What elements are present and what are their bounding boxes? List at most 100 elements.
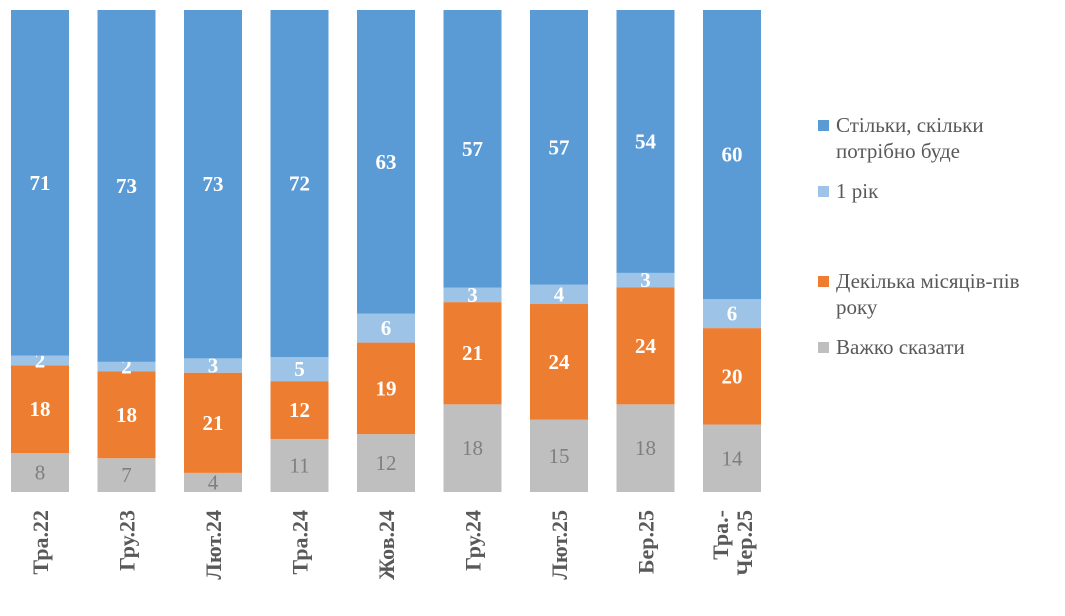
bar-segment-few-months	[530, 304, 588, 420]
x-tick-label-line: Чер.25	[732, 510, 757, 576]
data-label-hard-to-say: 12	[376, 451, 397, 475]
x-tick-label-line: Тра.-	[708, 510, 733, 560]
x-tick-label: Гру.24	[461, 510, 486, 571]
x-tick-label: Тра.22	[28, 510, 53, 575]
bar-segment-few-months	[616, 287, 675, 405]
data-label-hard-to-say: 4	[208, 470, 219, 494]
bar-segment-as-long-as-needed	[616, 10, 675, 273]
data-label-hard-to-say: 8	[35, 461, 46, 485]
bar-segment-one-year	[530, 284, 588, 305]
legend-label: Декілька місяців-пів	[836, 269, 1020, 293]
bar-segment-few-months	[443, 302, 502, 405]
bar-segment-hard-to-say	[443, 404, 502, 492]
bar-segment-as-long-as-needed	[11, 10, 69, 356]
data-label-one-year: 3	[467, 283, 478, 307]
bar-segment-few-months	[97, 371, 156, 459]
bar-segment-as-long-as-needed	[443, 10, 502, 288]
legend-label: року	[836, 295, 878, 319]
bar-segment-as-long-as-needed	[97, 10, 156, 362]
legend-item-few-months: Декілька місяців-пів року	[818, 268, 1058, 320]
legend-swatch-icon	[818, 186, 829, 197]
bar-segment-one-year	[270, 357, 329, 382]
data-label-few-months: 18	[30, 397, 51, 421]
bar-segment-one-year	[11, 355, 69, 366]
x-tick-label: Бер.25	[634, 510, 659, 574]
legend-item-hard-to-say: Важко сказати	[818, 334, 1058, 360]
x-tick-label: Тра.-Чер.25	[708, 510, 757, 576]
bar-segment-few-months	[703, 328, 761, 425]
bar-segment-as-long-as-needed	[357, 10, 415, 314]
bar-segment-few-months	[357, 342, 415, 435]
bar-segment-one-year	[703, 299, 761, 329]
x-tick-label: Тра.24	[288, 510, 313, 575]
x-tick-label: Лют.24	[201, 510, 226, 580]
legend-item-one-year: 1 рік	[818, 178, 1058, 204]
bar-segment-as-long-as-needed	[270, 10, 329, 358]
data-label-one-year: 3	[208, 354, 219, 378]
bar-segment-one-year	[357, 313, 415, 343]
data-label-few-months: 20	[722, 364, 743, 388]
data-label-few-months: 18	[116, 403, 137, 427]
x-tick-label-line: Лют.25	[547, 510, 572, 580]
bar-segment-hard-to-say	[530, 419, 588, 492]
data-label-as-long-as-needed: 63	[376, 150, 397, 174]
bar-segment-hard-to-say	[270, 438, 329, 492]
data-label-few-months: 24	[549, 350, 571, 374]
bar-segment-as-long-as-needed	[184, 10, 242, 359]
data-label-hard-to-say: 18	[635, 436, 656, 460]
data-label-as-long-as-needed: 60	[722, 143, 743, 167]
x-tick-label: Жов.24	[374, 510, 399, 580]
bar-segment-hard-to-say	[616, 404, 675, 492]
legend-label: потрібно буде	[836, 139, 960, 163]
data-label-few-months: 19	[376, 376, 397, 400]
data-label-one-year: 2	[35, 349, 46, 373]
x-tick-label-line: Тра.22	[28, 510, 53, 575]
data-label-one-year: 5	[294, 357, 305, 381]
data-label-as-long-as-needed: 71	[30, 171, 51, 195]
bar-segment-one-year	[443, 287, 502, 303]
data-label-one-year: 4	[554, 282, 565, 306]
bar-segment-one-year	[184, 358, 242, 373]
legend-label: Стільки, скільки	[836, 113, 984, 137]
data-label-as-long-as-needed: 57	[549, 135, 570, 159]
bar-segment-as-long-as-needed	[530, 10, 588, 285]
legend-swatch-icon	[818, 342, 829, 353]
data-label-hard-to-say: 14	[722, 446, 744, 470]
data-label-as-long-as-needed: 54	[635, 129, 657, 153]
data-label-as-long-as-needed: 72	[289, 172, 310, 196]
data-label-few-months: 24	[635, 334, 657, 358]
x-tick-label-line: Тра.24	[288, 510, 313, 575]
bar-segment-one-year	[97, 361, 156, 372]
bar-segment-hard-to-say	[703, 424, 761, 492]
bar-segment-few-months	[184, 372, 242, 473]
data-label-hard-to-say: 15	[549, 444, 570, 468]
data-label-few-months: 21	[462, 341, 483, 365]
x-tick-label: Лют.25	[547, 510, 572, 580]
data-label-as-long-as-needed: 73	[116, 174, 137, 198]
legend-label: 1 рік	[836, 179, 879, 203]
data-label-one-year: 2	[121, 355, 132, 379]
data-label-few-months: 12	[289, 398, 310, 422]
bar-segment-as-long-as-needed	[703, 10, 761, 300]
bar-segment-few-months	[11, 365, 69, 454]
data-label-hard-to-say: 7	[121, 463, 132, 487]
legend-swatch-icon	[818, 276, 829, 287]
bar-segment-one-year	[616, 272, 675, 288]
x-tick-label-line: Гру.23	[115, 510, 140, 571]
x-tick-label-line: Гру.24	[461, 510, 486, 571]
legend-swatch-icon	[818, 120, 829, 131]
data-label-as-long-as-needed: 73	[203, 172, 224, 196]
x-tick-label: Гру.23	[115, 510, 140, 571]
legend-label: Важко сказати	[836, 335, 965, 359]
legend: Стільки, скільки потрібно буде 1 рік Дек…	[818, 112, 1058, 360]
data-label-one-year: 6	[727, 302, 738, 326]
data-label-one-year: 6	[381, 316, 392, 340]
data-label-hard-to-say: 18	[462, 436, 483, 460]
bar-segment-hard-to-say	[184, 472, 242, 492]
legend-item-as-long-as-needed: Стільки, скільки потрібно буде	[818, 112, 1058, 164]
x-tick-label-line: Бер.25	[634, 510, 659, 574]
bar-segment-hard-to-say	[357, 434, 415, 492]
data-label-hard-to-say: 11	[289, 453, 309, 477]
x-tick-label-line: Жов.24	[374, 510, 399, 580]
